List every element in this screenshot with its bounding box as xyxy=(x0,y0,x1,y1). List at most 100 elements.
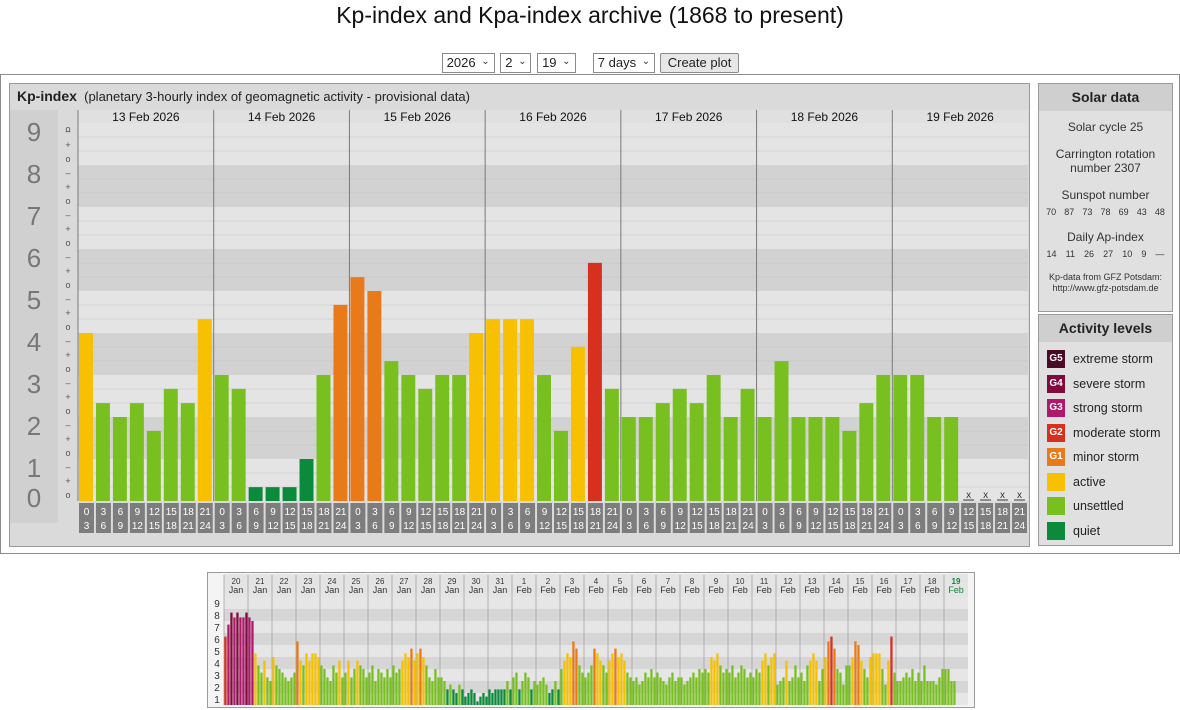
overview-bar xyxy=(842,684,845,705)
overview-bar xyxy=(482,693,485,705)
slot-box xyxy=(520,503,536,533)
overview-bar xyxy=(809,660,812,705)
missing-mark: x xyxy=(1000,490,1005,501)
kp-bar xyxy=(842,430,857,501)
kp-bar xyxy=(265,487,280,501)
kp-bar xyxy=(808,417,823,501)
overview-bar xyxy=(698,669,701,705)
overview-bar xyxy=(923,665,926,705)
overview-y-tick: 6 xyxy=(214,635,220,646)
year-select[interactable]: 2026 ⌄ xyxy=(441,53,495,73)
overview-bar xyxy=(917,672,920,705)
activity-legend-item: G2 moderate storm xyxy=(1039,421,1172,446)
overview-bar xyxy=(806,665,809,705)
day-label: 14 Feb 2026 xyxy=(248,110,316,124)
sunspot-value: 73 xyxy=(1082,207,1093,217)
overview-month-label: Jan xyxy=(349,585,364,595)
slot-label-top: 3 xyxy=(915,507,921,518)
kp-bar xyxy=(401,375,416,501)
overview-bar xyxy=(884,684,887,705)
ap-label: Daily Ap-index xyxy=(1067,230,1144,244)
overview-band xyxy=(224,609,968,621)
activity-swatch: G5 xyxy=(1047,350,1065,369)
slot-box xyxy=(842,503,858,533)
overview-bar xyxy=(263,660,266,705)
slot-label-bottom: 18 xyxy=(301,521,313,532)
overview-y-tick: 8 xyxy=(214,611,220,622)
overview-bar xyxy=(332,665,335,705)
overview-bar xyxy=(290,677,293,705)
activity-legend-item: G3 strong storm xyxy=(1039,396,1172,421)
create-plot-button[interactable]: Create plot xyxy=(659,53,740,73)
slot-label-bottom: 12 xyxy=(403,521,415,532)
overview-bar xyxy=(746,677,749,705)
overview-day-label: 4 xyxy=(594,577,599,586)
band xyxy=(78,291,1028,333)
slot-label-bottom: 18 xyxy=(709,521,721,532)
overview-bar xyxy=(245,612,248,705)
band xyxy=(78,333,1028,375)
slot-label-top: 15 xyxy=(709,507,721,518)
overview-bar xyxy=(707,672,710,705)
ap-value: 10 xyxy=(1122,249,1133,259)
slot-box xyxy=(757,503,773,533)
range-select[interactable]: 7 days ⌄ xyxy=(592,53,656,73)
slot-box xyxy=(333,503,349,533)
day-select[interactable]: 19 ⌄ xyxy=(537,53,576,73)
activity-swatch xyxy=(1047,472,1065,491)
overview-day-label: 26 xyxy=(376,577,385,586)
slot-box xyxy=(859,503,875,533)
overview-month-label: Jan xyxy=(325,585,340,595)
ap-value: 9 xyxy=(1141,249,1147,259)
minor-tick-label: o xyxy=(65,154,70,164)
kp-bar xyxy=(282,487,297,501)
minor-tick-label: + xyxy=(65,350,70,360)
kp-bar xyxy=(214,375,229,501)
slot-box xyxy=(537,503,552,533)
overview-bar xyxy=(386,669,389,705)
overview-bar xyxy=(500,689,503,705)
overview-bar xyxy=(938,677,941,705)
slot-label-bottom: 24 xyxy=(335,521,347,532)
slot-box xyxy=(282,503,298,533)
overview-y-tick: 3 xyxy=(214,671,220,682)
overview-bar xyxy=(590,665,593,705)
slot-box xyxy=(638,503,654,533)
overview-bar xyxy=(632,681,635,705)
overview-bar xyxy=(596,653,599,705)
kp-bar xyxy=(79,333,93,501)
overview-bar xyxy=(872,653,875,705)
overview-day-label: 3 xyxy=(570,577,575,586)
overview-bar xyxy=(638,684,641,705)
slot-label-bottom: 9 xyxy=(932,521,938,532)
kp-bar xyxy=(469,333,484,501)
ap-value: 27 xyxy=(1103,249,1114,259)
slot-label-top: 3 xyxy=(372,507,378,518)
slot-label-top: 12 xyxy=(963,507,975,518)
slot-label-top: 9 xyxy=(949,507,955,518)
overview-bar xyxy=(797,677,800,705)
slot-box xyxy=(706,503,722,533)
slot-label-bottom: 3 xyxy=(355,521,361,532)
overview-bar xyxy=(728,672,731,705)
overview-bar xyxy=(509,689,512,705)
slot-label-bottom: 24 xyxy=(878,521,890,532)
activity-legend-item: active xyxy=(1039,470,1172,495)
slot-box xyxy=(927,503,943,533)
activity-swatch: G2 xyxy=(1047,423,1065,442)
overview-day-label: 8 xyxy=(690,577,695,586)
overview-bar xyxy=(341,677,344,705)
sunspot-value: 78 xyxy=(1100,207,1111,217)
activity-swatch: G1 xyxy=(1047,448,1065,467)
kp-bar xyxy=(367,291,382,501)
overview-bar xyxy=(548,693,551,705)
overview-bar xyxy=(530,689,533,705)
overview-month-label: Jan xyxy=(277,585,292,595)
kp-bar xyxy=(740,388,755,501)
overview-bar xyxy=(674,681,677,705)
slot-label-top: 9 xyxy=(135,507,141,518)
slot-label-bottom: 3 xyxy=(627,521,633,532)
month-select[interactable]: 2 ⌄ xyxy=(500,53,532,73)
kp-bar xyxy=(418,388,433,501)
overview-bar xyxy=(542,677,545,705)
